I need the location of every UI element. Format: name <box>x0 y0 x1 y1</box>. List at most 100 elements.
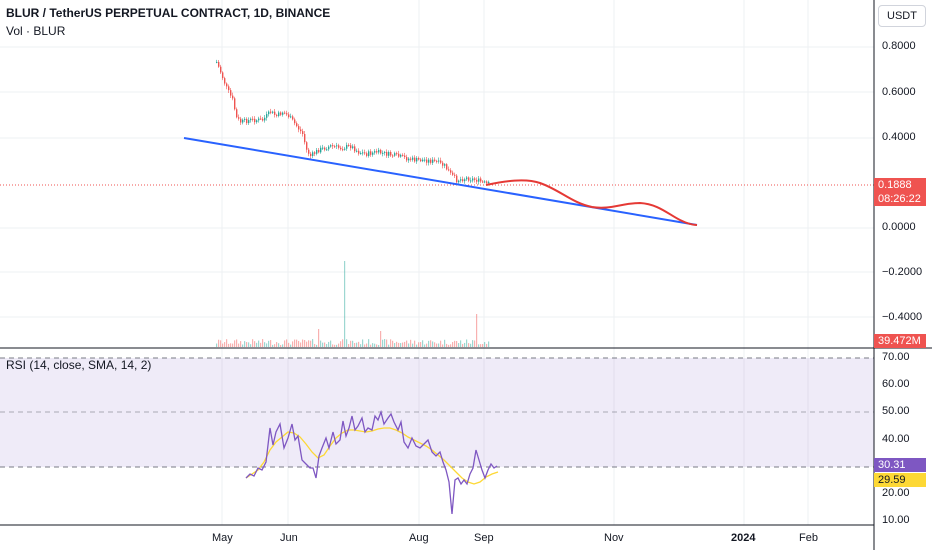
volume-bar <box>308 340 310 347</box>
volume-bar <box>360 344 362 347</box>
candle <box>256 120 258 123</box>
volume-bar <box>340 341 342 347</box>
volume-bar <box>338 343 340 347</box>
volume-bar <box>366 343 368 347</box>
volume-bar <box>434 342 436 347</box>
candle <box>252 118 254 120</box>
candle <box>336 145 338 147</box>
volume-bar <box>470 343 472 347</box>
volume-bar <box>406 340 408 347</box>
rsi-sma-badge: 29.59 <box>874 473 926 487</box>
candle <box>228 86 230 91</box>
candle <box>216 61 218 63</box>
volume-bar <box>274 344 276 347</box>
candle <box>302 131 304 134</box>
volume-bar <box>408 343 410 347</box>
volume-bar <box>322 342 324 347</box>
candle <box>384 151 386 153</box>
candle <box>462 179 464 182</box>
volume-bar <box>440 340 442 347</box>
candle <box>382 152 384 154</box>
volume-bar <box>240 341 242 347</box>
symbol-title[interactable]: BLUR / TetherUS PERPETUAL CONTRACT, 1D, … <box>6 6 331 20</box>
volume-bar <box>370 344 372 347</box>
candle <box>450 170 452 173</box>
volume-bar <box>488 341 490 347</box>
volume-bar <box>352 340 354 347</box>
volume-bar <box>444 339 446 347</box>
volume-bar <box>326 344 328 347</box>
volume-bar <box>234 340 236 347</box>
volume-bar <box>268 340 270 347</box>
candle <box>328 146 330 150</box>
time-tick: Nov <box>604 532 624 544</box>
candle <box>386 151 388 156</box>
candle <box>422 159 424 162</box>
volume-bar <box>356 342 358 347</box>
volume-bar <box>448 344 450 347</box>
volume-bar <box>364 344 366 347</box>
currency-button[interactable]: USDT <box>878 5 926 27</box>
candle <box>310 153 312 157</box>
time-tick: Sep <box>474 532 494 544</box>
volume-bar <box>460 340 462 347</box>
volume-bar <box>454 340 456 347</box>
candle <box>406 157 408 161</box>
candle <box>368 151 370 156</box>
volume-bar <box>466 339 468 347</box>
volume-bar <box>420 342 422 347</box>
trendline[interactable] <box>183 137 698 226</box>
volume-bar <box>294 339 296 347</box>
volume-bar <box>224 342 226 347</box>
volume-bar <box>442 344 444 347</box>
candle <box>270 111 272 113</box>
volume-bar <box>348 344 350 347</box>
volume-bar <box>376 344 378 347</box>
candle <box>430 159 432 163</box>
candle <box>264 117 266 121</box>
projection-curve[interactable] <box>485 179 698 226</box>
volume-bar <box>484 342 486 347</box>
volume-bar <box>390 339 392 347</box>
volume-bar <box>486 343 488 347</box>
volume-bar <box>430 340 432 347</box>
candle <box>448 169 450 171</box>
volume-bar <box>314 343 316 347</box>
volume-bar <box>270 340 272 347</box>
volume-bar <box>220 340 222 347</box>
candle <box>378 149 380 153</box>
candle <box>298 126 300 130</box>
volume-bar <box>232 343 234 347</box>
volume-bar <box>230 343 232 347</box>
candle <box>246 118 248 124</box>
rsi-label[interactable]: RSI (14, close, SMA, 14, 2) <box>6 358 152 372</box>
rsi-value-badge: 30.31 <box>874 458 926 472</box>
candle <box>458 180 460 183</box>
volume-bar <box>296 339 298 347</box>
candle <box>294 119 296 124</box>
candle <box>272 111 274 113</box>
volume-bar <box>278 343 280 347</box>
candle <box>482 181 484 183</box>
candle <box>372 152 374 155</box>
candle <box>296 123 298 127</box>
volume-bar <box>358 341 360 347</box>
candle <box>416 158 418 162</box>
rsi-tick: 20.00 <box>882 487 910 499</box>
volume-bar <box>450 344 452 347</box>
candle <box>356 150 358 152</box>
time-tick: 2024 <box>731 532 756 544</box>
candle <box>460 179 462 181</box>
candle <box>234 98 236 110</box>
volume-bar <box>250 344 252 347</box>
candle <box>400 154 402 157</box>
volume-bar <box>312 339 314 347</box>
candle <box>224 78 226 84</box>
candle <box>444 164 446 166</box>
volume-bar <box>332 344 334 347</box>
grid <box>0 0 874 525</box>
candle <box>486 181 488 184</box>
volume-label[interactable]: Vol · BLUR <box>6 24 66 38</box>
volume-bar <box>426 343 428 347</box>
